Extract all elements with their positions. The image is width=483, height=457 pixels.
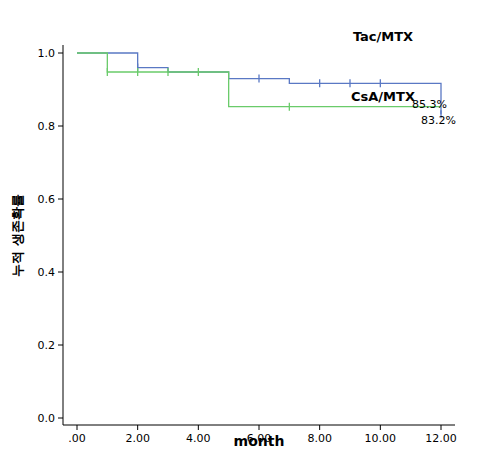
- x-tick: [198, 425, 199, 430]
- x-tick: [137, 425, 138, 430]
- chart: .002.004.006.008.0010.0012.000.00.20.40.…: [0, 0, 483, 457]
- censor-mark: [380, 79, 381, 87]
- censor-mark: [289, 103, 290, 111]
- y-tick-label: 1.0: [38, 47, 56, 60]
- y-tick-label: 0.8: [38, 120, 56, 133]
- censor-mark: [319, 79, 320, 87]
- plot-area: [77, 53, 441, 118]
- y-tick: [58, 345, 63, 346]
- series-label: CsA/MTX: [351, 89, 415, 104]
- censor-mark: [349, 79, 350, 87]
- y-axis: [63, 45, 64, 425]
- y-tick: [58, 126, 63, 127]
- x-tick: [441, 425, 442, 430]
- x-tick-label: 10.00: [365, 432, 397, 445]
- y-tick-label: 0.6: [38, 193, 56, 206]
- y-tick: [58, 418, 63, 419]
- x-tick: [319, 425, 320, 430]
- survival-line: [77, 53, 441, 107]
- censor-mark: [167, 68, 168, 76]
- x-tick: [259, 425, 260, 430]
- y-tick-label: 0.4: [38, 266, 56, 279]
- x-tick-label: 2.00: [125, 432, 150, 445]
- x-tick: [380, 425, 381, 430]
- survival-line: [77, 53, 441, 114]
- censor-mark: [258, 75, 259, 83]
- censor-mark: [198, 68, 199, 76]
- y-tick: [58, 199, 63, 200]
- x-tick-label: 8.00: [307, 432, 332, 445]
- y-tick-label: 0.2: [38, 339, 56, 352]
- censor-mark: [137, 68, 138, 76]
- x-axis-title: month: [234, 433, 285, 449]
- x-tick-label: 4.00: [186, 432, 211, 445]
- end-label: 85.3%: [412, 98, 447, 111]
- end-label: 83.2%: [421, 114, 456, 127]
- censor-mark: [107, 68, 108, 76]
- y-tick: [58, 272, 63, 273]
- y-axis-title: 누적 생존확률: [10, 194, 25, 277]
- x-tick-label: 12.00: [425, 432, 457, 445]
- background: [0, 0, 483, 457]
- y-tick: [58, 53, 63, 54]
- series-label: Tac/MTX: [353, 29, 413, 44]
- x-tick: [77, 425, 78, 430]
- y-tick-label: 0.0: [38, 412, 56, 425]
- x-tick-label: .00: [68, 432, 86, 445]
